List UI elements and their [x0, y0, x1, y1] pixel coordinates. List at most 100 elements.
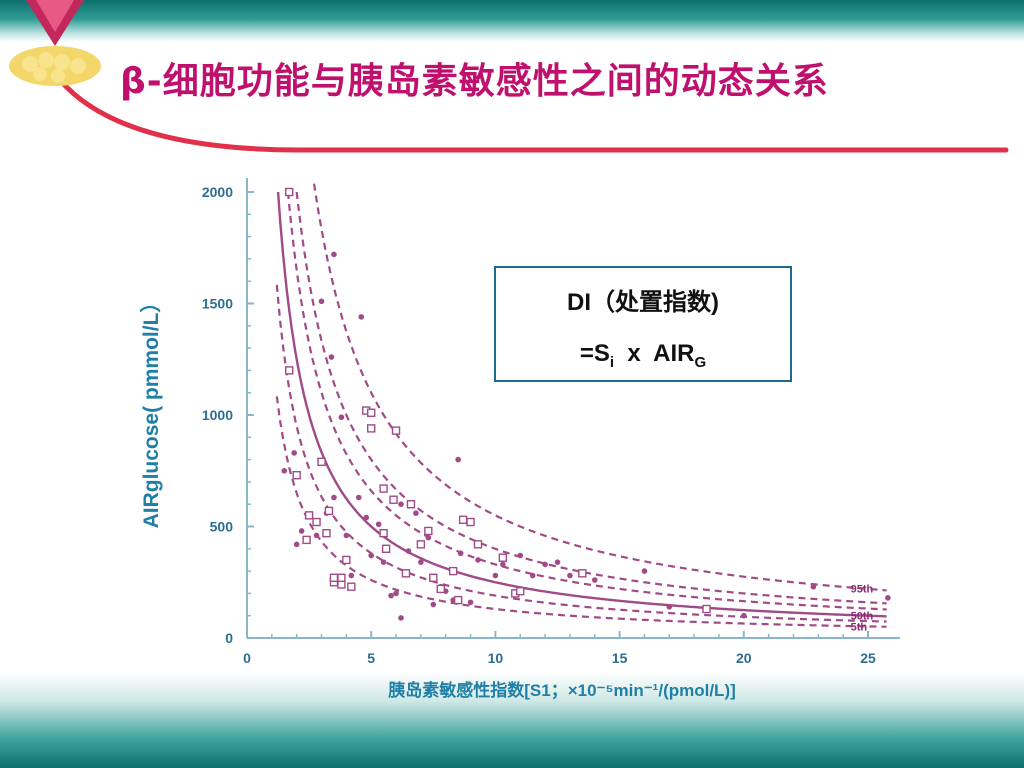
- data-point-circle: [413, 510, 419, 516]
- di-formula-s: =S: [579, 340, 610, 367]
- slide-title: β-细胞功能与胰岛素敏感性之间的动态关系: [120, 61, 829, 102]
- data-point-circle: [810, 583, 817, 590]
- data-point-square: [406, 500, 416, 509]
- data-point-square: [401, 569, 411, 578]
- data-point-square: [391, 426, 401, 435]
- percentile-curve-dashed: [295, 191, 887, 605]
- data-point-circle: [393, 590, 399, 597]
- data-point-circle: [388, 592, 394, 599]
- data-point-circle: [405, 548, 412, 554]
- data-point-square: [302, 535, 311, 545]
- data-point-circle: [475, 557, 481, 563]
- data-point-circle: [318, 298, 325, 305]
- data-point-circle: [313, 532, 320, 539]
- data-point-circle: [641, 568, 648, 574]
- data-point-square: [337, 580, 346, 589]
- data-point-square: [367, 408, 376, 417]
- footer-band: [0, 672, 1024, 768]
- data-point-square: [436, 584, 445, 594]
- data-point-square: [453, 595, 463, 605]
- data-point-square: [285, 187, 294, 197]
- di-formula: =Si x AIRG: [496, 340, 790, 371]
- data-point-square: [498, 553, 508, 562]
- data-points: [281, 187, 891, 621]
- y-tick-label: 2000: [202, 184, 233, 200]
- data-point-square: [389, 495, 398, 504]
- percentile-curve-95th: [313, 183, 887, 592]
- data-point-circle: [331, 251, 337, 258]
- data-point-circle: [418, 559, 424, 565]
- percentile-curve-dashed: [275, 284, 887, 623]
- header-band: [0, 0, 1024, 42]
- data-point-circle: [554, 559, 561, 565]
- y-tick-label: 1500: [202, 296, 233, 312]
- x-tick-label: 15: [612, 650, 628, 666]
- y-tick-label: 0: [225, 630, 233, 646]
- x-tick-label: 10: [488, 650, 504, 666]
- data-point-square: [429, 573, 438, 582]
- percentile-curve-dashed: [286, 191, 887, 611]
- data-point-square: [347, 582, 356, 591]
- data-point-circle: [741, 612, 747, 619]
- data-point-circle: [500, 561, 506, 568]
- data-point-circle: [517, 552, 524, 559]
- data-point-square: [367, 424, 376, 433]
- data-point-square: [578, 569, 587, 578]
- data-point-circle: [542, 561, 548, 568]
- data-point-square: [416, 540, 426, 549]
- data-point-circle: [398, 615, 404, 621]
- di-formula-air: x AIR: [614, 340, 695, 367]
- data-point-circle: [328, 354, 335, 360]
- data-point-circle: [398, 501, 404, 508]
- data-point-circle: [338, 414, 345, 421]
- di-title: DI（处置指数): [567, 289, 719, 316]
- data-point-square: [424, 526, 433, 536]
- data-point-square: [379, 484, 388, 493]
- data-point-square: [466, 517, 475, 527]
- data-point-circle: [529, 572, 536, 579]
- data-point-square: [322, 528, 331, 538]
- data-point-circle: [666, 603, 673, 610]
- data-point-square: [304, 511, 314, 520]
- data-point-circle: [331, 494, 337, 501]
- y-tick-label: 500: [210, 519, 234, 535]
- x-axis-label: 胰岛素敏感性指数[S1；×10⁻⁵min⁻¹/(pmol/L)]: [388, 680, 736, 700]
- data-point-circle: [291, 450, 297, 456]
- data-point-circle: [375, 521, 382, 528]
- y-axis-label: AIRglucose( pmmol/L）: [139, 292, 163, 529]
- data-point-circle: [492, 572, 499, 579]
- data-point-square: [329, 573, 339, 582]
- data-point-circle: [885, 595, 891, 601]
- data-point-square: [473, 540, 483, 549]
- data-point-circle: [430, 601, 437, 608]
- data-point-square: [448, 566, 458, 576]
- data-point-square: [342, 555, 351, 565]
- data-point-circle: [281, 467, 288, 474]
- data-point-circle: [358, 314, 365, 320]
- percentile-label-5th: 5th: [851, 621, 868, 633]
- data-point-square: [324, 506, 334, 516]
- data-point-circle: [355, 494, 362, 501]
- data-point-circle: [567, 572, 573, 579]
- data-point-square: [516, 586, 525, 596]
- data-point-circle: [298, 528, 305, 534]
- data-point-square: [292, 471, 301, 480]
- data-point-circle: [455, 456, 461, 463]
- di-formula-sub-i: i: [609, 354, 615, 371]
- y-tick-label: 1000: [202, 407, 233, 423]
- x-tick-label: 5: [367, 650, 375, 666]
- data-point-circle: [425, 534, 432, 541]
- data-point-square: [379, 528, 388, 538]
- data-point-circle: [368, 552, 375, 559]
- data-point-square: [458, 515, 468, 525]
- data-point-circle: [591, 577, 598, 583]
- data-point-circle: [348, 572, 355, 579]
- data-point-square: [337, 573, 346, 582]
- data-point-circle: [363, 514, 370, 521]
- data-point-square: [702, 604, 711, 614]
- data-point-square: [317, 457, 326, 467]
- x-tick-label: 20: [736, 650, 752, 666]
- data-point-circle: [380, 559, 387, 565]
- pancreas-logo-icon: [9, 0, 101, 86]
